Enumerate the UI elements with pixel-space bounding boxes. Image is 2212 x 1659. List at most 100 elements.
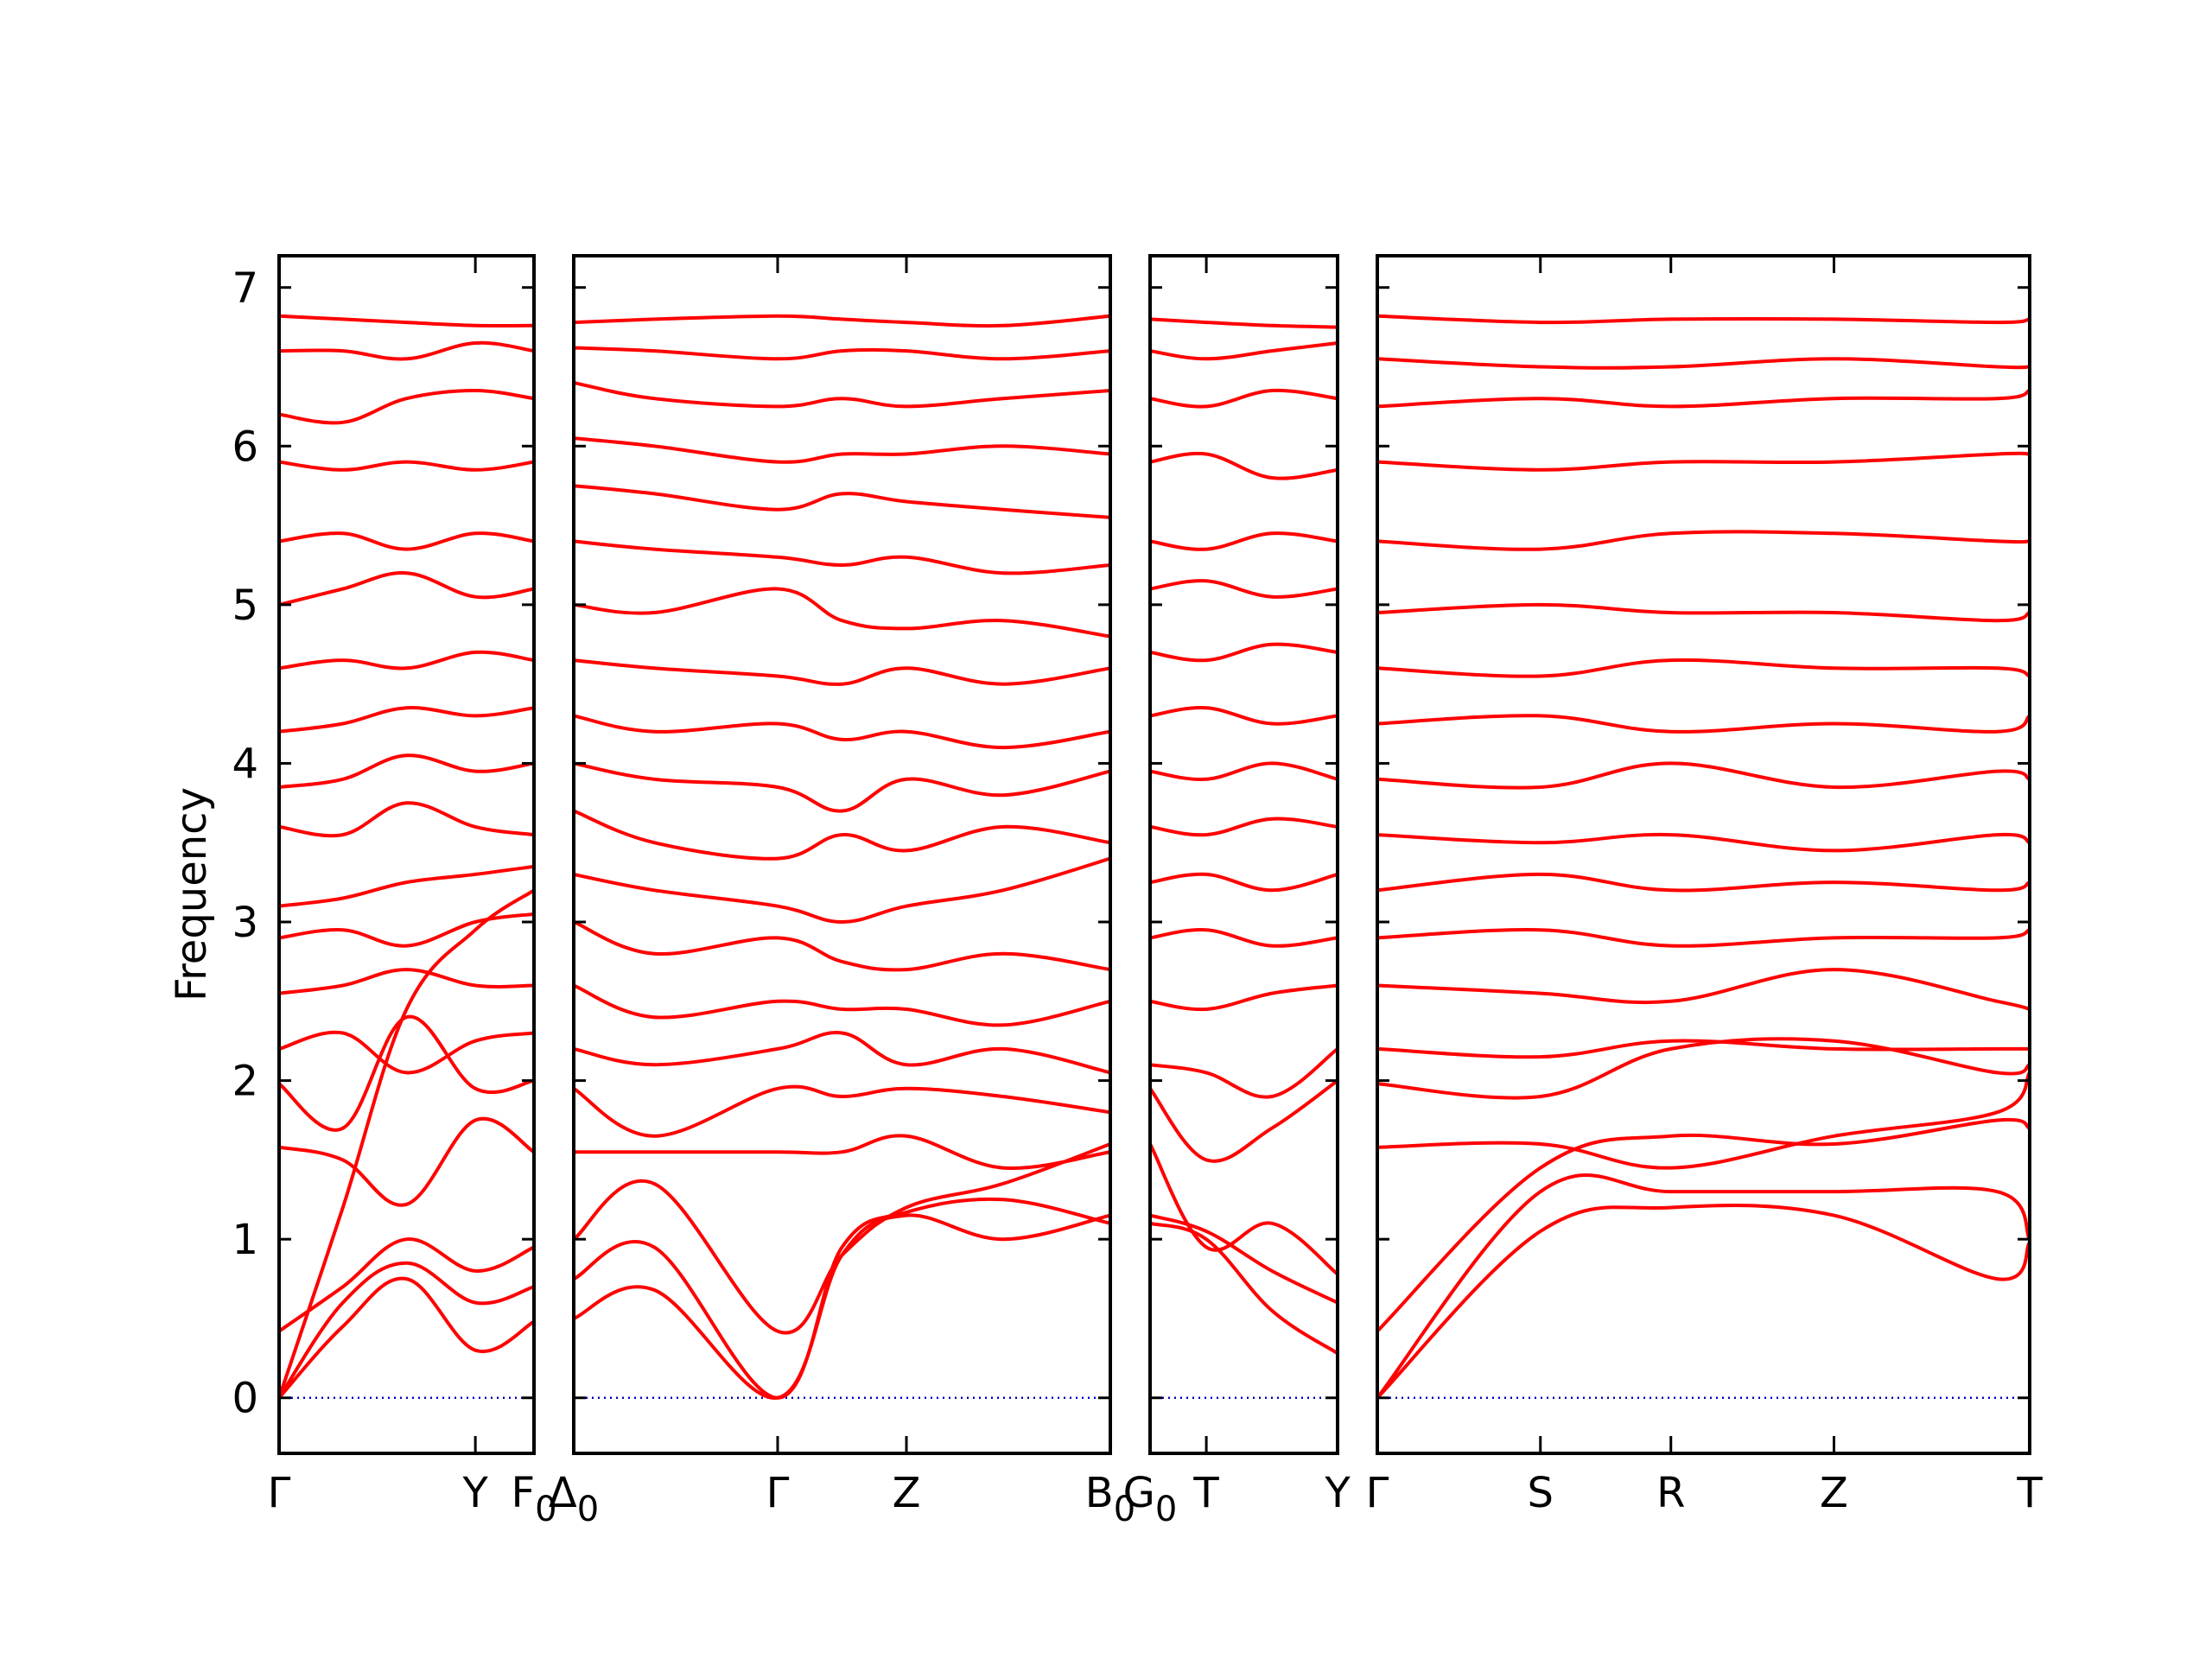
phonon-branch-3-13 <box>1150 579 1338 599</box>
phonon-branch-2-19 <box>574 346 1110 361</box>
phonon-branch-3-6 <box>1150 983 1338 1012</box>
phonon-branch-3-4 <box>1150 1078 1338 1163</box>
phonon-branch-2-5 <box>574 1084 1110 1138</box>
phonon-branch-2-13 <box>574 658 1110 686</box>
phonon-branch-3-7 <box>1150 928 1338 948</box>
panel-1-bands <box>279 314 534 1400</box>
phonon-branch-2-17 <box>574 436 1110 464</box>
phonon-branch-2-15 <box>574 539 1110 575</box>
phonon-branch-4-19 <box>1377 314 2030 325</box>
phonon-branch-3-11 <box>1150 706 1338 726</box>
x-tick-label-4-1: Γ <box>1366 1469 1389 1517</box>
phonon-branch-2-9 <box>574 856 1110 924</box>
phonon-branch-1-12 <box>279 753 534 789</box>
phonon-branch-4-9 <box>1377 872 2030 893</box>
x-tick-label-2-1: Δ0 <box>549 1469 599 1529</box>
phonon-branch-2-16 <box>574 484 1110 519</box>
panel-2-frame <box>572 254 1112 1455</box>
phonon-branch-2-11 <box>574 761 1110 813</box>
x-tick-label-3-2: T <box>1192 1469 1219 1517</box>
x-tick-label-2-2: Γ <box>766 1469 790 1517</box>
phonon-branch-2-1 <box>574 1213 1110 1400</box>
x-tick-label-4-3: R <box>1656 1469 1685 1517</box>
phonon-branch-2-7 <box>574 983 1110 1027</box>
phonon-branch-4-14 <box>1377 602 2030 623</box>
phonon-branch-2-10 <box>574 809 1110 861</box>
panel-3-frame <box>1148 254 1339 1455</box>
phonon-branch-3-16 <box>1150 388 1338 409</box>
phonon-branch-4-4 <box>1377 1071 2030 1170</box>
phonon-branch-1-2 <box>279 1261 534 1400</box>
phonon-branch-1-7 <box>279 1030 534 1075</box>
phonon-branch-4-18 <box>1377 357 2030 370</box>
x-tick-label-3-1: G0 <box>1123 1469 1178 1529</box>
y-tick-label-5: 5 <box>232 582 258 630</box>
phonon-branch-3-1 <box>1150 1221 1338 1356</box>
panel-3-bands <box>1150 317 1338 1399</box>
phonon-branch-1-1 <box>279 1276 534 1400</box>
phonon-branch-4-6 <box>1377 1039 2030 1059</box>
y-tick-label-0: 0 <box>232 1375 258 1423</box>
x-tick-label-2-4: B0 <box>1085 1469 1135 1529</box>
phonon-branch-1-20 <box>279 314 534 328</box>
x-tick-label-4-4: Z <box>1820 1469 1848 1517</box>
phonon-branch-1-9 <box>279 912 534 948</box>
x-tick-label-1-1: Γ <box>268 1469 291 1517</box>
phonon-branch-1-4 <box>279 1116 534 1207</box>
phonon-branch-3-5 <box>1150 1046 1338 1099</box>
phonon-branch-4-16 <box>1377 451 2030 472</box>
phonon-branch-3-12 <box>1150 642 1338 663</box>
phonon-branch-1-17 <box>279 460 534 472</box>
panel-2-bands <box>574 314 1110 1400</box>
phonon-branch-2-18 <box>574 380 1110 409</box>
phonon-branch-3-14 <box>1150 531 1338 551</box>
phonon-branch-1-11 <box>279 801 534 838</box>
x-tick-label-4-5: T <box>2016 1469 2043 1517</box>
phonon-branch-2-6 <box>574 1031 1110 1075</box>
y-tick-label-7: 7 <box>232 264 258 313</box>
phonon-branch-4-8 <box>1377 927 2030 948</box>
x-tick-label-4-2: S <box>1528 1469 1554 1517</box>
phonon-branch-4-3 <box>1377 1117 2030 1333</box>
y-tick-label-4: 4 <box>232 740 258 788</box>
phonon-branch-2-12 <box>574 714 1110 750</box>
phonon-branch-4-7 <box>1377 968 2030 1011</box>
x-tick-label-1-2: Y <box>461 1469 488 1517</box>
phonon-branch-2-20 <box>574 314 1110 328</box>
phonon-branch-1-15 <box>279 571 534 607</box>
phonon-branch-1-16 <box>279 531 534 551</box>
phonon-branch-4-13 <box>1377 658 2030 678</box>
phonon-branch-1-14 <box>279 650 534 671</box>
phonon-branch-2-14 <box>574 587 1110 639</box>
x-tick-label-3-3: Y <box>1324 1469 1351 1517</box>
phonon-branch-3-17 <box>1150 341 1338 361</box>
phonon-branch-3-18 <box>1150 317 1338 329</box>
y-tick-label-2: 2 <box>232 1058 258 1106</box>
y-tick-label-6: 6 <box>232 423 258 471</box>
x-tick-label-1-3: F0 <box>511 1469 556 1529</box>
phonon-branch-4-17 <box>1377 389 2030 409</box>
phonon-branch-1-3 <box>279 1237 534 1333</box>
phonon-branch-4-10 <box>1377 832 2030 853</box>
phonon-branch-4-1 <box>1377 1204 2030 1400</box>
phonon-branch-3-2 <box>1150 1213 1338 1305</box>
y-tick-label-1: 1 <box>232 1216 258 1264</box>
phonon-branch-3-3 <box>1150 1142 1338 1276</box>
phonon-branch-4-12 <box>1377 714 2030 734</box>
phonon-branch-4-11 <box>1377 761 2030 790</box>
phonon-branch-4-2 <box>1377 1173 2030 1400</box>
phonon-branch-1-19 <box>279 340 534 361</box>
phonon-branch-4-15 <box>1377 530 2030 551</box>
phonon-branch-2-2 <box>574 1197 1110 1400</box>
phonon-branch-3-15 <box>1150 451 1338 480</box>
panel-1-frame <box>277 254 536 1455</box>
y-axis-label: Frequency <box>168 787 216 1001</box>
phonon-branch-2-8 <box>574 920 1110 972</box>
phonon-branch-1-8 <box>279 968 534 995</box>
phonon-branch-2-4 <box>574 1134 1110 1170</box>
panel-4-frame <box>1376 254 2031 1455</box>
x-tick-label-2-3: Z <box>893 1469 921 1517</box>
phonon-branch-1-18 <box>279 389 534 425</box>
